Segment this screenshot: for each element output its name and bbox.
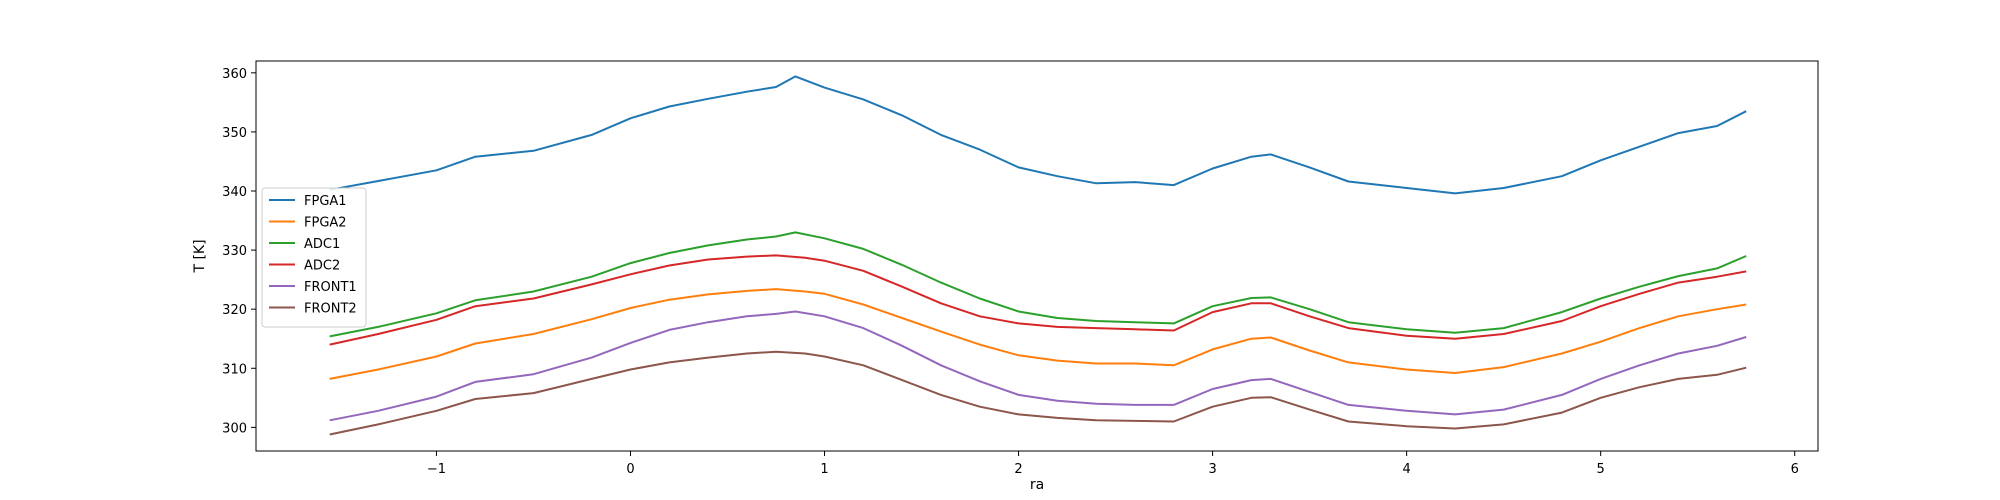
x-tick-label: −1 — [427, 462, 446, 477]
series-line-front1 — [329, 310, 1747, 422]
x-tick-label: 0 — [626, 462, 634, 477]
y-tick-label: 320 — [222, 303, 247, 318]
series-line-adc1 — [329, 231, 1747, 338]
series-line-front2 — [329, 350, 1747, 436]
plot-frame — [255, 60, 1819, 452]
legend-box — [261, 187, 367, 328]
y-axis-ticks: 300 310 320 330 340 350 360 — [222, 67, 256, 436]
legend-label-adc1: ADC1 — [304, 237, 340, 252]
x-axis-label: ra — [1030, 477, 1044, 493]
y-tick-label: 310 — [222, 362, 247, 377]
y-tick-label: 300 — [222, 421, 247, 436]
x-tick-label: 5 — [1597, 462, 1605, 477]
legend-label-fpga1: FPGA1 — [304, 194, 347, 209]
legend: FPGA1 FPGA2 ADC1 ADC2 FRONT1 FRONT2 — [261, 187, 367, 328]
legend-label-front1: FRONT1 — [304, 280, 357, 295]
series-line-fpga1 — [329, 75, 1747, 195]
y-tick-label: 360 — [222, 67, 247, 82]
x-tick-label: 6 — [1791, 462, 1799, 477]
y-tick-label: 350 — [222, 126, 247, 141]
series-line-adc2 — [329, 254, 1747, 346]
series-group — [329, 75, 1747, 436]
legend-label-adc2: ADC2 — [304, 259, 340, 274]
y-tick-label: 330 — [222, 244, 247, 259]
legend-label-front2: FRONT2 — [304, 302, 357, 317]
y-axis-label: T [K] — [192, 239, 208, 273]
x-tick-label: 2 — [1014, 462, 1022, 477]
x-tick-label: 1 — [820, 462, 828, 477]
legend-label-fpga2: FPGA2 — [304, 216, 347, 231]
x-axis-ticks: −1 0 1 2 3 4 5 6 — [427, 451, 1799, 477]
series-line-fpga2 — [329, 288, 1747, 380]
x-tick-label: 3 — [1208, 462, 1216, 477]
y-tick-label: 340 — [222, 185, 247, 200]
x-tick-label: 4 — [1403, 462, 1411, 477]
